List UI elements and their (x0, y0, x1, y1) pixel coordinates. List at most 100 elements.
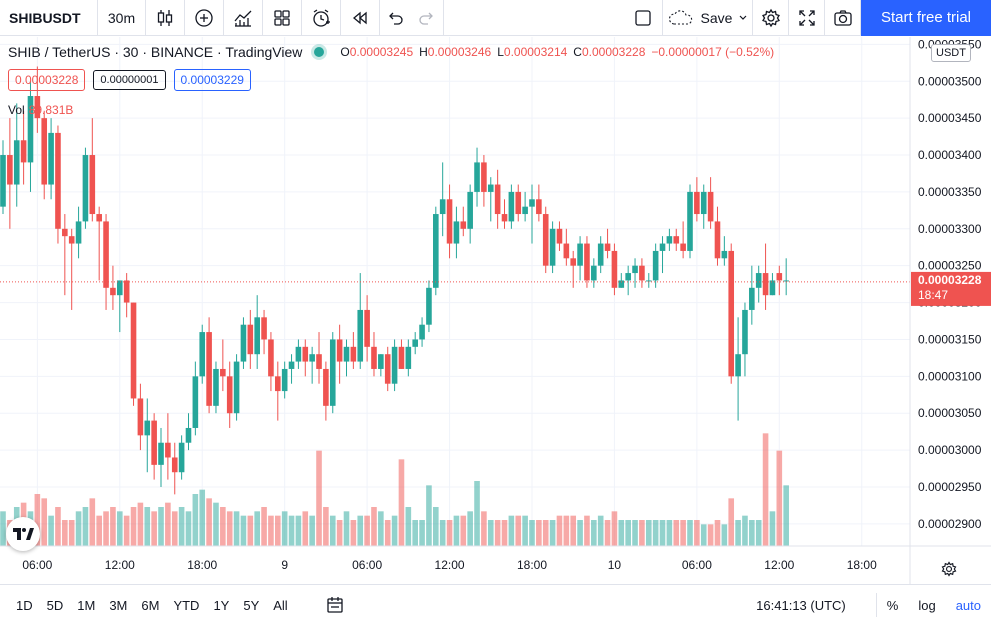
candle-body (618, 280, 625, 288)
candle-body (62, 228, 68, 237)
volume-label: Vol (8, 103, 25, 117)
time-tick-label: 12:00 (764, 558, 794, 572)
time-tick-label: 18:00 (517, 558, 547, 572)
candle-body (742, 309, 748, 355)
volume-bar (783, 485, 789, 546)
candle (645, 273, 652, 288)
undo-icon[interactable] (380, 0, 410, 36)
candle (144, 398, 151, 473)
save-label: Save (700, 9, 733, 26)
range-all[interactable]: All (273, 597, 288, 613)
add-indicator-icon[interactable] (185, 0, 224, 36)
candle-body (412, 339, 418, 347)
range-ytd[interactable]: YTD (173, 597, 200, 613)
candles-icon[interactable] (146, 0, 185, 36)
candle (577, 236, 583, 281)
high-label: H (419, 45, 428, 59)
candle-body (405, 346, 412, 369)
candle-body (433, 214, 439, 288)
redo-icon[interactable] (410, 0, 444, 36)
candle (123, 273, 130, 318)
candle (659, 236, 666, 274)
price-chart[interactable]: 0.00002900 0.00002950 0.00003000 0.00003050… (0, 37, 991, 584)
candle (336, 324, 343, 384)
candle-body (398, 346, 405, 369)
candle (556, 221, 563, 251)
range-1d[interactable]: 1D (16, 597, 33, 613)
spread-value: 0.00000001 (93, 70, 166, 90)
candle-body (700, 191, 707, 215)
candle (103, 214, 109, 310)
range-6m[interactable]: 6M (141, 597, 160, 613)
candle (151, 413, 157, 480)
candle-body (275, 376, 281, 392)
candle (687, 184, 693, 259)
volume-bar (302, 511, 309, 546)
calendar-icon[interactable] (325, 595, 345, 615)
candle-body (336, 339, 343, 362)
range-1m[interactable]: 1M (77, 597, 96, 613)
fullscreen-icon[interactable] (789, 0, 825, 36)
candle-body (446, 199, 453, 244)
buy-button[interactable]: 0.00003229 (173, 69, 251, 91)
indicators-icon[interactable] (224, 0, 263, 36)
volume-bar (199, 489, 206, 546)
volume-bar (75, 511, 82, 546)
high-value: 0.00003246 (427, 45, 492, 59)
tradingview-logo[interactable] (6, 517, 40, 551)
candle-body (240, 324, 247, 362)
candle (508, 184, 515, 229)
candle-body (453, 221, 460, 244)
volume-bar (89, 498, 96, 546)
replay-icon[interactable] (341, 0, 380, 36)
volume-bar (137, 502, 144, 546)
volume-bar (474, 481, 480, 546)
candle (288, 354, 295, 384)
candle-body (233, 361, 240, 414)
candle (446, 184, 453, 259)
volume-bar (570, 515, 577, 546)
candle-body (584, 243, 590, 281)
layout-icon[interactable] (263, 0, 302, 36)
symbol-search-button[interactable]: SHIBUSDT (0, 0, 98, 36)
candle (309, 346, 315, 384)
percent-scale-button[interactable]: % (886, 597, 899, 613)
candle-body (151, 420, 157, 465)
candle-body (783, 280, 789, 282)
auto-scale-button[interactable]: auto (955, 597, 981, 613)
candle (68, 228, 75, 310)
chart-settings-icon[interactable] (940, 560, 958, 578)
candle-body (639, 265, 645, 281)
candle (783, 258, 789, 296)
range-1y[interactable]: 1Y (213, 597, 230, 613)
time-tick-label: 06:00 (22, 558, 52, 572)
market-status-icon[interactable] (314, 47, 325, 57)
settings-icon[interactable] (753, 0, 789, 36)
currency-badge[interactable]: USDT (931, 44, 971, 62)
candle (494, 169, 501, 229)
alert-icon[interactable] (302, 0, 341, 36)
fullscreen-box-icon[interactable] (624, 0, 663, 36)
snapshot-icon[interactable] (825, 0, 861, 36)
candle (542, 206, 549, 274)
legend-title[interactable]: SHIB / TetherUS · 30 · BINANCE · Trading… (8, 44, 303, 60)
candle-body (364, 309, 370, 347)
candle (178, 435, 185, 480)
candle-body (130, 302, 137, 399)
candle-body (199, 332, 206, 377)
clock[interactable]: 16:41:13 (UTC) (756, 597, 846, 613)
range-5y[interactable]: 5Y (243, 597, 260, 613)
range-5d[interactable]: 5D (46, 597, 64, 613)
candle (604, 228, 611, 259)
range-3m[interactable]: 3M (109, 597, 128, 613)
save-button[interactable]: Save (663, 0, 753, 36)
start-free-trial-button[interactable]: Start free trial (861, 0, 991, 36)
candle (652, 243, 659, 288)
volume-bar (144, 507, 151, 546)
separator (875, 593, 877, 617)
log-scale-button[interactable]: log (918, 597, 936, 613)
sell-button[interactable]: 0.00003228 (8, 69, 86, 91)
candle-body (103, 221, 109, 288)
interval-button[interactable]: 30m (98, 0, 146, 36)
candle (632, 258, 638, 288)
